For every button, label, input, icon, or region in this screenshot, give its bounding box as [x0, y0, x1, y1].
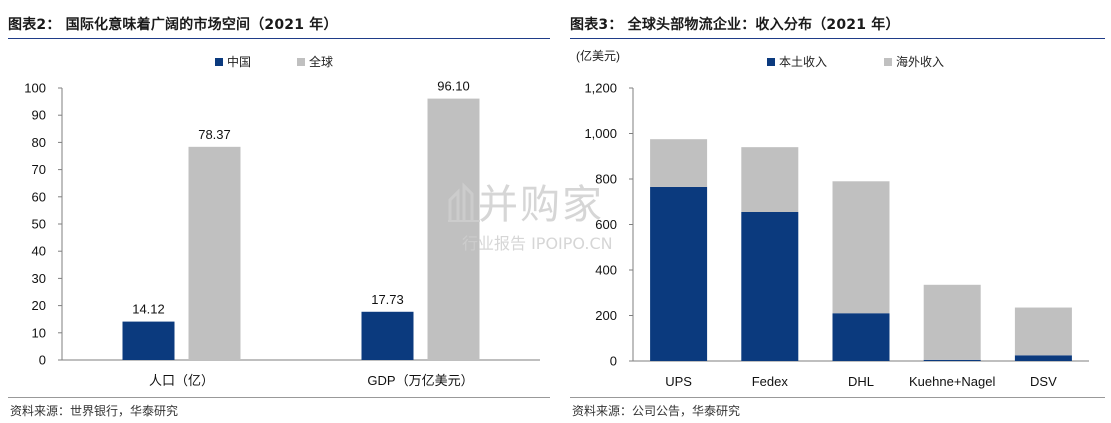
- bar-segment: [650, 186, 708, 361]
- logistics-revenue-chart: (亿美元) 本土收入 海外收入 0 200 400 600 800 1,000 1,200 UPS F…: [576, 48, 1089, 389]
- population-gdp-chart: 中国 全球 0 10 20 30 40 50 60 70 80 90 100 14.12 78.37 人口（亿…: [24, 54, 540, 388]
- legend-label: 全球: [309, 54, 333, 69]
- title-rule: [8, 38, 550, 39]
- legend-swatch: [215, 58, 223, 66]
- bar-segment: [741, 211, 799, 361]
- bar: [188, 146, 241, 360]
- bar-segment: [1014, 307, 1072, 356]
- data-label: 78.37: [198, 127, 231, 142]
- y-tick-label: 1,200: [584, 81, 617, 96]
- data-label: 96.10: [437, 79, 470, 94]
- y-tick-label: 50: [32, 217, 46, 232]
- legend-label: 中国: [227, 54, 251, 69]
- y-tick-label: 30: [32, 271, 46, 286]
- y-tick-label: 400: [595, 263, 617, 278]
- y-tick-label: 200: [595, 308, 617, 323]
- x-tick-label: UPS: [665, 374, 692, 389]
- x-tick-label: Fedex: [752, 374, 789, 389]
- bar-segment: [741, 147, 799, 212]
- x-tick-label: DSV: [1030, 374, 1057, 389]
- y-tick-label: 20: [32, 298, 46, 313]
- chart-title: 图表3： 全球头部物流企业：收入分布（2021 年）: [570, 17, 900, 33]
- x-tick-label: GDP（万亿美元）: [367, 373, 473, 388]
- y-tick-label: 60: [32, 189, 46, 204]
- bar-segment: [923, 359, 981, 361]
- legend-label: 本土收入: [779, 55, 827, 69]
- bar: [361, 311, 414, 360]
- source-note: 资料来源：公司公告，华泰研究: [572, 404, 741, 418]
- legend-swatch: [767, 58, 775, 66]
- legend-swatch: [297, 58, 305, 66]
- legend-label: 海外收入: [896, 54, 944, 69]
- y-tick-label: 40: [32, 244, 46, 259]
- y-tick-label: 0: [39, 353, 46, 368]
- y-unit-label: (亿美元): [576, 48, 620, 63]
- y-tick-label: 0: [610, 354, 617, 369]
- chart-panel-left: 图表2： 国际化意味着广阔的市场空间（2021 年） 中国 全球 0 10 20 30 40…: [8, 17, 550, 418]
- chart-panel-right: 图表3： 全球头部物流企业：收入分布（2021 年） (亿美元) 本土收入 海外收入…: [562, 0, 1111, 423]
- bar-segment: [650, 139, 708, 187]
- bar-segment: [1014, 355, 1072, 361]
- x-tick-label: Kuehne+Nagel: [909, 374, 995, 389]
- bar-segment: [923, 284, 981, 360]
- chart-title: 图表2： 国际化意味着广阔的市场空间（2021 年）: [8, 17, 338, 33]
- legend-swatch: [884, 58, 892, 66]
- y-tick-label: 100: [24, 81, 46, 96]
- bottom-rule: [8, 397, 550, 398]
- bar-segment: [832, 313, 890, 361]
- bar-segment: [832, 181, 890, 314]
- bottom-rule: [570, 397, 1105, 398]
- source-note: 资料来源：世界银行，华泰研究: [10, 404, 179, 418]
- data-label: 17.73: [371, 292, 404, 307]
- y-tick-label: 70: [32, 162, 46, 177]
- y-tick-label: 600: [595, 217, 617, 232]
- title-rule: [570, 38, 1105, 39]
- y-tick-label: 1,000: [584, 126, 617, 141]
- y-tick-label: 80: [32, 135, 46, 150]
- y-tick-label: 90: [32, 108, 46, 123]
- y-tick-label: 10: [32, 325, 46, 340]
- x-tick-label: 人口（亿）: [149, 373, 214, 388]
- bar: [427, 98, 480, 360]
- x-tick-label: DHL: [848, 374, 874, 389]
- data-label: 14.12: [132, 302, 165, 317]
- bar: [122, 321, 175, 360]
- y-tick-label: 800: [595, 172, 617, 187]
